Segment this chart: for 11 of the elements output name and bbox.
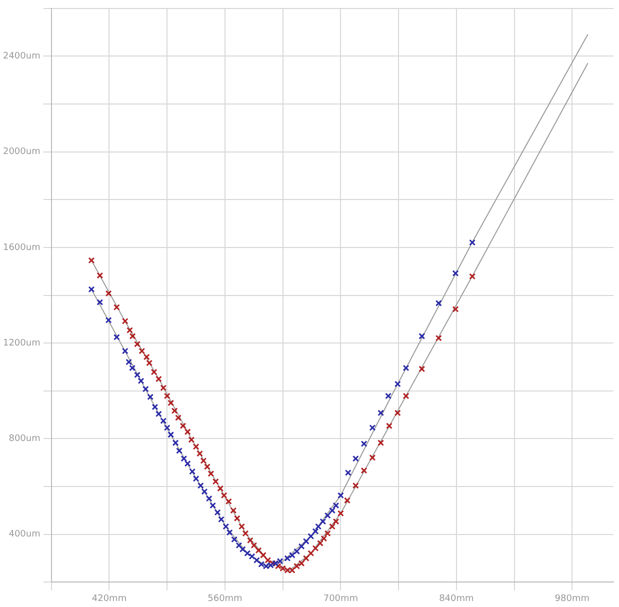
x-tick-label: 840mm: [439, 594, 474, 604]
y-tick-label: 800um: [8, 434, 40, 444]
y-tick-label: 2000um: [2, 147, 40, 158]
x-tick-label: 560mm: [208, 594, 242, 604]
x-tick-label: 700mm: [323, 594, 358, 604]
x-tick-label: 420mm: [92, 594, 127, 604]
y-tick-label: 2400um: [2, 52, 40, 62]
y-tick-label: 1200um: [2, 338, 40, 348]
y-tick-label: 400um: [8, 530, 40, 540]
x-tick-label: 980mm: [554, 594, 590, 604]
y-tick-label: 1600um: [2, 242, 40, 253]
